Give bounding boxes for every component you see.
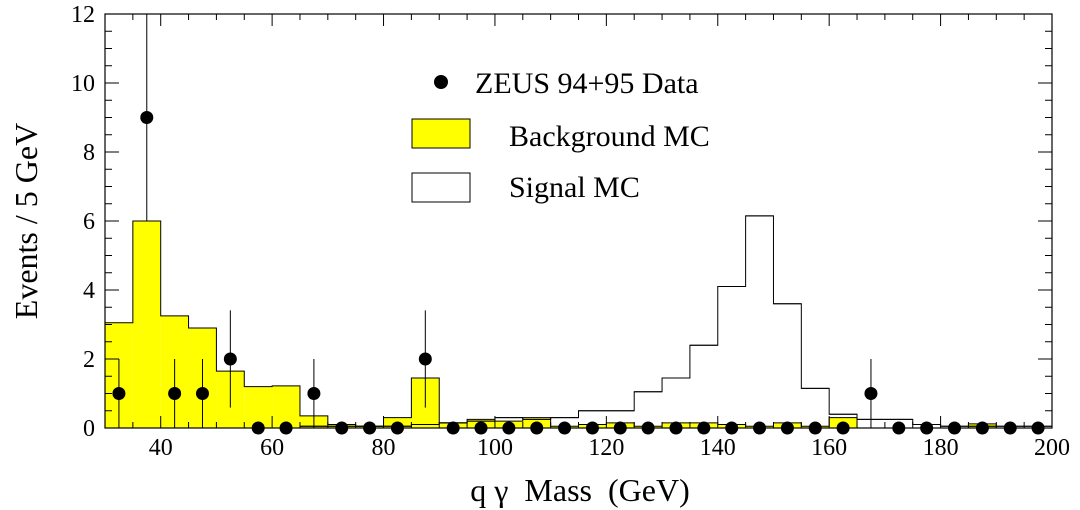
data-point [418,352,432,366]
data-point [168,387,182,400]
signal-histogram [105,215,1052,429]
x-tick-label: 200 [1034,435,1070,461]
legend-swatch-signal [411,172,471,203]
legend-marker-data [434,75,448,89]
data-point [195,387,209,400]
background-bar [132,221,161,428]
x-tick-label: 160 [811,435,847,461]
x-tick-label: 40 [149,435,173,461]
data-point [223,352,237,366]
x-tick-label: 140 [700,435,736,461]
legend-label-data: ZEUS 94+95 Data [475,67,699,100]
axes: 40 60 80 100 120 140 160 180 200 0 2 4 6 8 10 12 [71,2,1070,461]
x-tick-label: 60 [260,435,284,461]
background-bar [272,385,300,428]
x-tick-label: 100 [477,435,513,461]
legend: ZEUS 94+95 Data Background MC Signal MC [411,67,710,204]
legend-label-signal: Signal MC [509,171,640,204]
x-axis-label: q γ Mass (GeV) [470,472,689,508]
x-tick-label: 120 [588,435,624,461]
y-tick-label: 2 [83,347,95,373]
x-tick-label: 80 [372,435,396,461]
y-axis-label: Events / 5 GeV [8,123,44,319]
y-tick-label: 4 [83,278,95,304]
y-tick-label: 0 [83,416,95,442]
data-point [864,387,878,400]
legend-label-background: Background MC [509,120,710,153]
data-point [140,111,154,124]
background-histogram [105,220,1052,429]
signal-outline [105,215,1052,429]
legend-swatch-background [411,118,471,149]
y-tick-label: 8 [83,140,95,166]
data-point [307,387,321,400]
y-tick-label: 10 [71,71,95,97]
data-point [112,387,126,400]
y-tick-label: 6 [83,209,95,235]
y-tick-label: 12 [71,2,95,28]
x-tick-label: 180 [923,435,959,461]
background-bar [244,386,273,428]
